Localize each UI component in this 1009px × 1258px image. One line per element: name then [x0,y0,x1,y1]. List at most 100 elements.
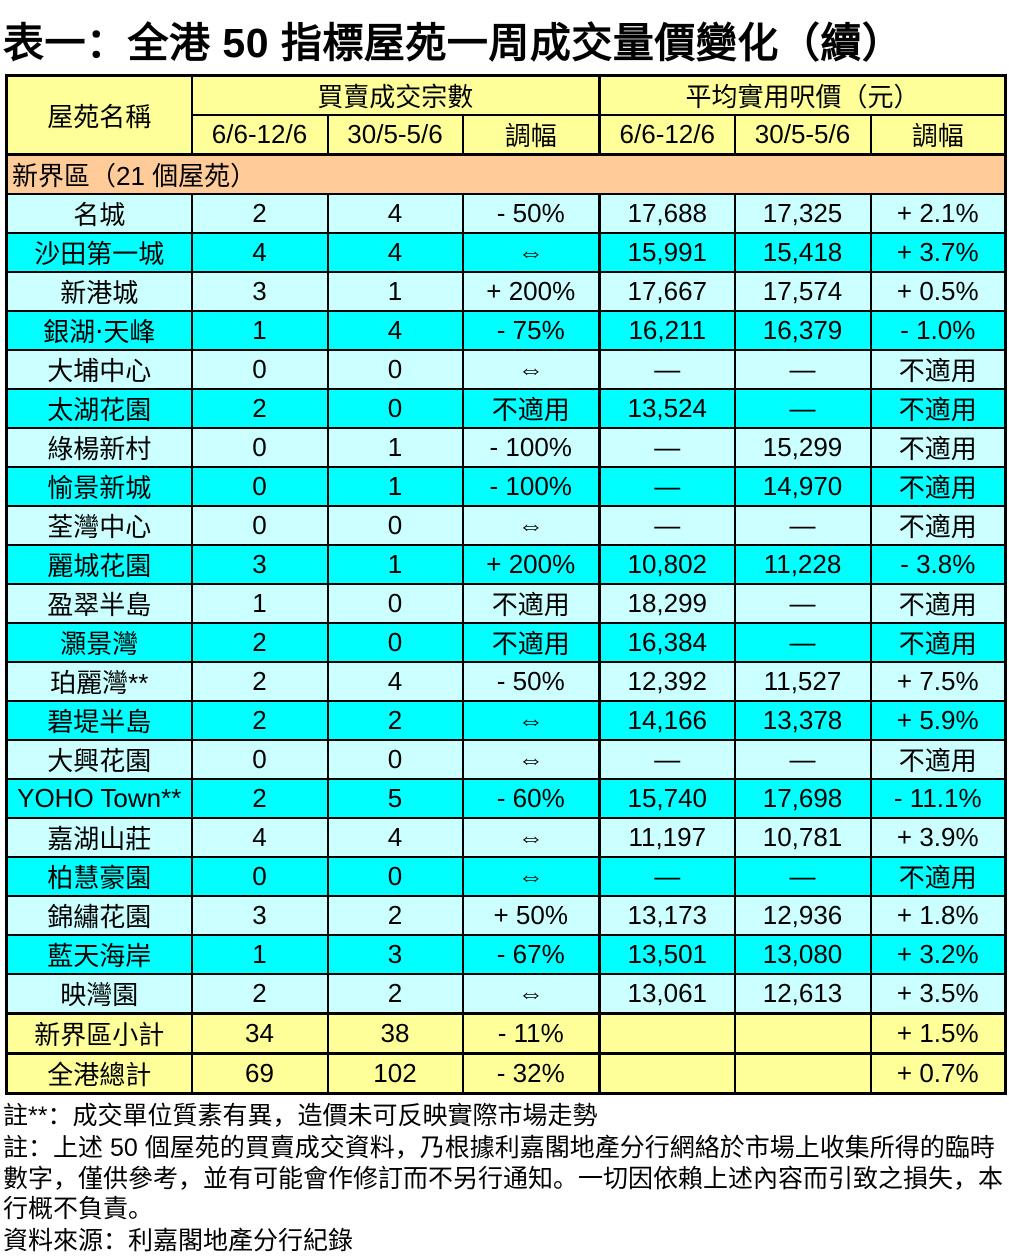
estate-stats-table: 屋苑名稱 買賣成交宗數 平均實用呎價（元） 6/6-12/6 30/5-5/6 … [5,74,1008,1095]
cell: ⇔ [461,700,601,741]
cell: 10,802 [598,544,736,585]
subtotal-row: 新界區小計 34 38 - 11% + 1.5% [5,1012,1007,1055]
estate-name: 盈翠半島 [5,583,193,624]
cell: - 32% [461,1052,601,1095]
cell: + 7.5% [869,661,1007,702]
cell: 1 [326,427,464,468]
cell: 0 [326,583,464,624]
cell: 2 [190,778,329,819]
cell: 3 [190,895,329,936]
cell: — [598,505,736,546]
estate-name: 柏慧豪園 [5,856,193,897]
cell: 17,325 [733,193,872,234]
cell: - 11.1% [869,778,1007,819]
estate-name: 太湖花園 [5,388,193,429]
cell: 不適用 [869,622,1007,663]
cell: 4 [326,232,464,273]
cell: — [733,349,872,390]
cell: — [598,466,736,507]
cell: 不適用 [869,505,1007,546]
cell: - 3.8% [869,544,1007,585]
cell: + 0.7% [869,1052,1007,1095]
cell: 16,379 [733,310,872,351]
cell: — [598,427,736,468]
cell: + 200% [461,544,601,585]
cell: 15,991 [598,232,736,273]
cell: 17,667 [598,271,736,312]
cell: 2 [190,661,329,702]
cell: 2 [190,193,329,234]
cell: 1 [326,466,464,507]
cell: - 50% [461,661,601,702]
cell: 16,211 [598,310,736,351]
cell [598,1012,736,1055]
cell: - 1.0% [869,310,1007,351]
cell [733,1052,872,1095]
cell: 17,698 [733,778,872,819]
estate-name: 綠楊新村 [5,427,193,468]
table-row: 錦繡花園 3 2 + 50% 13,173 12,936 + 1.8% [5,895,1007,936]
cell: 2 [326,973,464,1015]
cell: 13,061 [598,973,736,1015]
cell: ⇔ [461,232,601,273]
estate-name: 荃灣中心 [5,505,193,546]
cell: 4 [190,817,329,858]
estate-name: 愉景新城 [5,466,193,507]
estate-name: 名城 [5,193,193,234]
cell: 不適用 [869,583,1007,624]
column-header-change: 調幅 [461,114,601,156]
cell: + 3.5% [869,973,1007,1015]
cell: 0 [326,856,464,897]
cell: 12,613 [733,973,872,1015]
estate-name: 大興花園 [5,739,193,780]
cell: 不適用 [869,856,1007,897]
cell: - 60% [461,778,601,819]
cell: 11,228 [733,544,872,585]
column-header-week-previous: 30/5-5/6 [733,114,872,156]
cell: 1 [326,544,464,585]
cell: 13,378 [733,700,872,741]
cell: 1 [190,310,329,351]
cell: 0 [326,388,464,429]
table-row: 珀麗灣** 2 4- 50% 12,392 11,527 + 7.5% [5,661,1007,702]
section-label: 新界區（21 個屋苑） [5,153,1007,195]
cell: 不適用 [461,583,601,624]
cell: 4 [326,193,464,234]
cell: - 50% [461,193,601,234]
cell [598,1052,736,1095]
cell: 2 [326,895,464,936]
cell: 4 [190,232,329,273]
estate-name: 大埔中心 [5,349,193,390]
estate-name: 麗城花園 [5,544,193,585]
cell: 不適用 [869,388,1007,429]
cell: 0 [326,505,464,546]
cell: 13,080 [733,934,872,975]
cell: 17,688 [598,193,736,234]
cell: — [598,856,736,897]
summary-rows: 新界區小計 34 38 - 11% + 1.5% 全港總計 69 102 - 3… [5,1012,1007,1095]
cell: 12,936 [733,895,872,936]
column-header-change: 調幅 [869,114,1007,156]
cell: 4 [326,310,464,351]
cell: + 2.1% [869,193,1007,234]
cell: 14,166 [598,700,736,741]
cell: 不適用 [869,349,1007,390]
grand-total-row: 全港總計 69 102 - 32% + 0.7% [5,1052,1007,1095]
cell: 1 [190,583,329,624]
cell: ⇔ [461,349,601,390]
cell: 4 [326,661,464,702]
cell: ⇔ [461,817,601,858]
cell: 102 [326,1052,464,1095]
cell: 4 [326,817,464,858]
cell: 13,524 [598,388,736,429]
cell: 2 [190,973,329,1015]
grand-total-label: 全港總計 [5,1052,193,1095]
table-row: 映灣園 2 2 ⇔ 13,061 12,613 + 3.5% [5,973,1007,1015]
table-row: 新港城 3 1 + 200% 17,667 17,574 + 0.5% [5,271,1007,312]
cell: 11,527 [733,661,872,702]
cell: 不適用 [461,622,601,663]
cell: 不適用 [461,388,601,429]
cell: 0 [190,856,329,897]
table-row: 沙田第一城 4 4 ⇔ 15,991 15,418 + 3.7% [5,232,1007,273]
table-row: 太湖花園 2 0 不適用 13,524— 不適用 [5,388,1007,429]
